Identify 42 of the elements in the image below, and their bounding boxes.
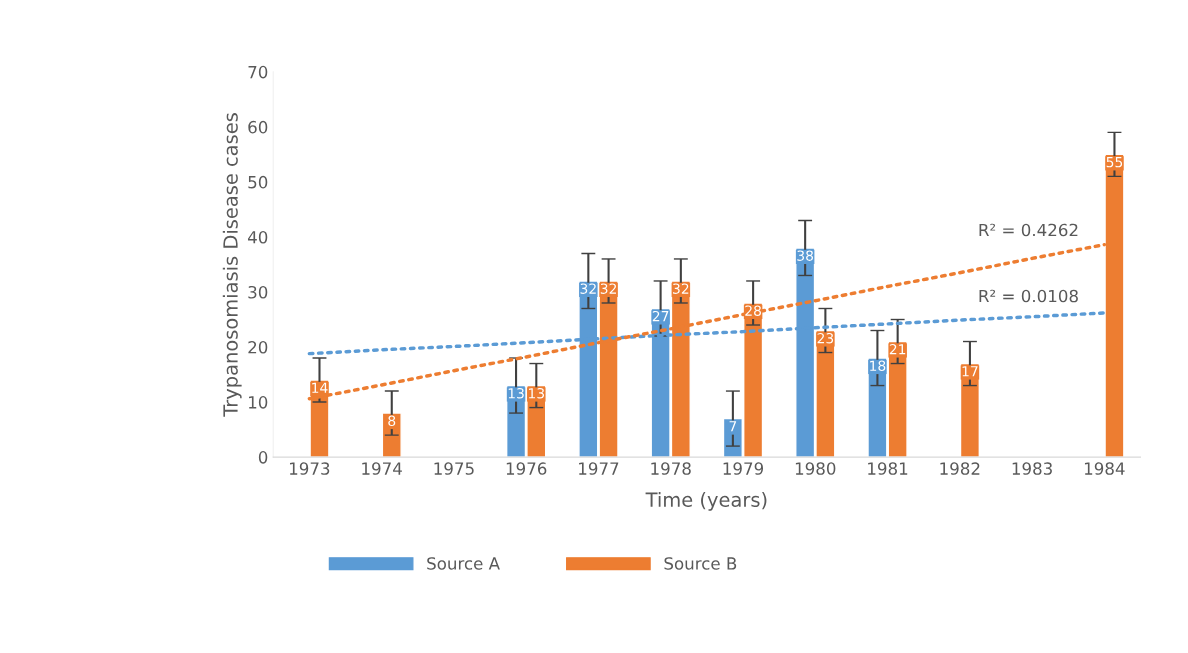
x-tick-label: 1977 <box>579 462 619 475</box>
x-tick-label: 1983 <box>1012 462 1052 475</box>
data-label: 32 <box>673 283 689 294</box>
x-tick-label: 1975 <box>434 462 474 475</box>
data-label: 55 <box>1106 157 1123 168</box>
data-label: 32 <box>600 283 617 294</box>
x-tick-label: 1980 <box>795 462 836 475</box>
annotation: R² = 0.0108 <box>979 289 1078 303</box>
y-tick-label: 0 <box>258 451 268 464</box>
annotation: R² = 0.4262 <box>979 223 1078 237</box>
data-label: 17 <box>962 366 978 377</box>
data-label: 38 <box>797 250 814 261</box>
x-tick-label: 1978 <box>651 462 691 475</box>
x-tick-label: 1982 <box>940 462 980 475</box>
data-label: 13 <box>528 388 545 399</box>
data-label: 27 <box>652 310 669 322</box>
data-label: 21 <box>889 343 906 355</box>
y-tick-label: 60 <box>248 120 268 134</box>
legend-label: Source B <box>664 557 737 570</box>
data-label: 28 <box>745 305 761 316</box>
data-label: 14 <box>312 382 328 393</box>
x-tick-label: 1984 <box>1084 462 1125 475</box>
legend-label: Source A <box>427 557 500 570</box>
data-label: 18 <box>870 360 886 371</box>
x-axis-title: Time (years) <box>645 491 767 511</box>
data-label: 13 <box>508 388 524 399</box>
x-tick-label: 1981 <box>868 462 908 475</box>
data-label: 32 <box>580 283 596 294</box>
y-tick-label: 30 <box>248 285 268 299</box>
y-axis-title: Trypanosomiasis Disease cases <box>222 113 242 417</box>
x-tick-label: 1979 <box>723 462 764 475</box>
x-tick-label: 1973 <box>290 462 330 475</box>
x-tick-label: 1974 <box>362 462 402 475</box>
y-tick-label: 70 <box>248 65 268 79</box>
data-label: 8 <box>388 415 396 427</box>
y-tick-label: 40 <box>247 230 268 244</box>
data-label: 23 <box>817 332 834 344</box>
y-tick-label: 50 <box>248 175 268 189</box>
data-label: 7 <box>729 421 737 432</box>
y-tick-label: 10 <box>249 396 268 409</box>
y-tick-label: 20 <box>248 340 268 354</box>
x-tick-label: 1976 <box>506 462 547 475</box>
